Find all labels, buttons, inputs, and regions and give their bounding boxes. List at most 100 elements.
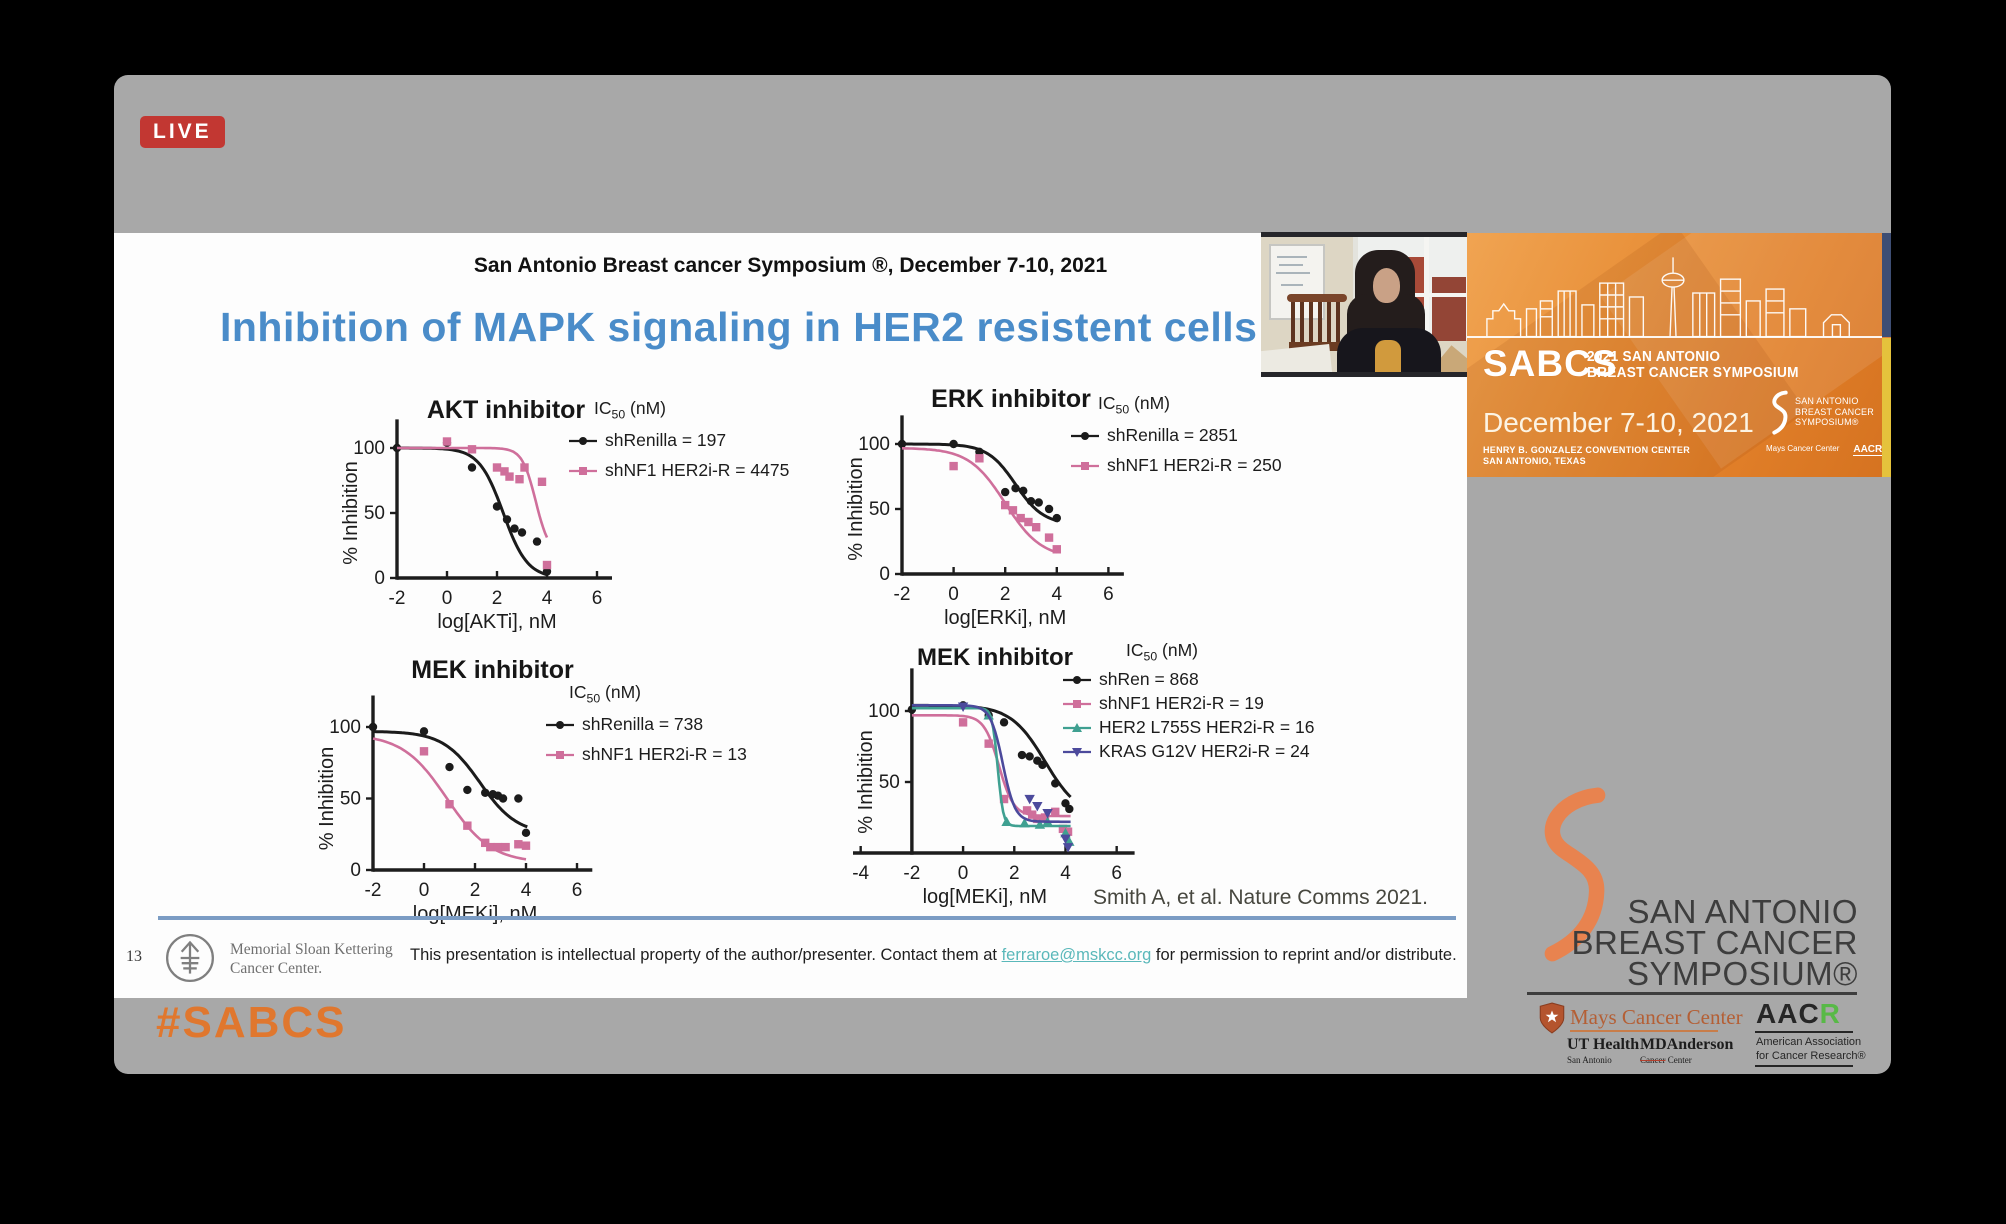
svg-text:-2: -2 xyxy=(365,880,382,901)
legend-label: shRen = 868 xyxy=(1099,669,1199,689)
mays-shield-icon xyxy=(1539,1002,1565,1034)
legend-marker-icon xyxy=(546,750,574,759)
svg-text:2: 2 xyxy=(492,588,503,609)
banner-yellow-strip xyxy=(1882,338,1891,477)
svg-text:0: 0 xyxy=(442,588,453,609)
ut-health-sub: San Antonio xyxy=(1567,1055,1612,1065)
chart-mek-inhibitor-right: MEK inhibitor -4 -2 0 2 4 6 50 100 log[MEKi], nM%… xyxy=(840,630,1420,910)
md-anderson-rest: Center xyxy=(1665,1055,1692,1065)
mini-aacr-logo: AACR xyxy=(1853,444,1883,456)
page-number: 13 xyxy=(126,948,142,965)
live-badge: LIVE xyxy=(140,116,225,148)
presenter-face xyxy=(1373,268,1400,303)
banner-navy-strip xyxy=(1882,233,1891,337)
chart-title: AKT inhibitor xyxy=(426,396,586,424)
svg-text:50: 50 xyxy=(340,789,361,810)
sabcs-logotype: SAN ANTONIO BREAST CANCER SYMPOSIUM® xyxy=(1550,893,1858,992)
legend-marker-icon xyxy=(1071,461,1099,470)
svg-text:-2: -2 xyxy=(389,588,406,609)
mays-cancer-center-logo: Mays Cancer Center xyxy=(1570,1005,1743,1029)
logo-block-divider xyxy=(1527,992,1857,995)
md-anderson-struck-word: Cancer xyxy=(1640,1055,1666,1065)
legend-label: shNF1 HER2i-R = 250 xyxy=(1107,455,1282,475)
legend-label: shNF1 HER2i-R = 4475 xyxy=(605,460,790,480)
svg-text:0: 0 xyxy=(374,568,385,589)
sabcs-wordmark: SABCS xyxy=(1483,343,1618,384)
banner-tagline-line1: 2021 SAN ANTONIO xyxy=(1587,349,1721,365)
legend-title: IC50 (nM) xyxy=(1126,640,1198,664)
msk-logo-icon xyxy=(166,934,214,982)
svg-text:-2: -2 xyxy=(903,863,920,884)
chart-legend: IC50 (nM) shRenilla = 197 shNF1 HER2i-R = … xyxy=(568,398,789,488)
legend-entry: shNF1 HER2i-R = 4475 xyxy=(568,458,789,484)
svg-text:4: 4 xyxy=(542,588,553,609)
chart-mek-inhibitor-left: MEK inhibitor -2 0 2 4 6 0 50 100 log[MEKi], nM% … xyxy=(300,652,880,932)
svg-text:100: 100 xyxy=(858,434,890,455)
svg-text:100: 100 xyxy=(329,717,361,738)
sabcs-logotype-line3: SYMPOSIUM® xyxy=(1626,955,1858,992)
svg-text:50: 50 xyxy=(364,503,385,524)
legend-entry: shRenilla = 197 xyxy=(568,428,789,454)
legend-label: HER2 L755S HER2i-R = 16 xyxy=(1099,717,1315,737)
banner-tagline: 2021 SAN ANTONIO BREAST CANCER SYMPOSIUM xyxy=(1587,349,1799,381)
svg-text:0: 0 xyxy=(958,863,969,884)
sabcs-logotype-line2: BREAST CANCER xyxy=(1571,924,1858,961)
contact-email-link[interactable]: ferraroe@mskcc.org xyxy=(1001,946,1152,964)
legend-marker-icon xyxy=(1063,722,1091,732)
webcam-top-bar xyxy=(1261,232,1467,237)
md-anderson-sub: Cancer Center xyxy=(1640,1055,1692,1065)
legend-title: IC50 (nM) xyxy=(569,682,641,706)
legend-label: shNF1 HER2i-R = 19 xyxy=(1099,693,1264,713)
legend-entry: shRenilla = 2851 xyxy=(1070,423,1282,449)
legend-entry: shNF1 HER2i-R = 13 xyxy=(545,742,747,768)
ip-notice: This presentation is intellectual proper… xyxy=(410,946,1457,965)
mays-underline xyxy=(1570,1030,1718,1032)
ribbon-icon-small xyxy=(1772,390,1788,435)
svg-text:2: 2 xyxy=(1009,863,1020,884)
legend-marker-icon xyxy=(569,466,597,475)
svg-text:50: 50 xyxy=(879,772,900,793)
mini-logo-line1: SAN ANTONIO xyxy=(1795,396,1859,406)
chart-plot: -4 -2 0 2 4 6 50 100 log[MEKi], nM % Inhibition xyxy=(852,668,1135,908)
legend-entry: shRenilla = 738 xyxy=(545,712,747,738)
legend-entry: shRen = 868 xyxy=(1062,669,1314,690)
svg-text:% Inhibition: % Inhibition xyxy=(855,730,877,833)
svg-text:log[ERKi], nM: log[ERKi], nM xyxy=(944,607,1066,629)
banner-dates: December 7-10, 2021 xyxy=(1483,407,1754,438)
chart-legend: IC50 (nM) shRenilla = 738 shNF1 HER2i-R = … xyxy=(545,682,747,772)
chart-title: MEK inhibitor xyxy=(411,656,574,684)
legend-title: IC50 (nM) xyxy=(1098,393,1170,417)
svg-text:6: 6 xyxy=(1111,863,1122,884)
svg-text:4: 4 xyxy=(1060,863,1071,884)
svg-text:100: 100 xyxy=(868,701,900,722)
svg-text:0: 0 xyxy=(350,860,361,881)
footer-divider-line xyxy=(158,916,1456,920)
slide-title: Inhibition of MAPK signaling in HER2 res… xyxy=(220,304,1258,350)
legend-marker-icon xyxy=(546,720,574,729)
sabcs-hashtag: #SABCS xyxy=(156,998,347,1047)
banner-venue: HENRY B. GONZALEZ CONVENTION CENTER SAN … xyxy=(1483,445,1690,467)
presentation-slide xyxy=(114,233,1467,998)
svg-text:log[AKTi], nM: log[AKTi], nM xyxy=(437,611,556,633)
legend-entry: shNF1 HER2i-R = 19 xyxy=(1062,693,1314,714)
svg-text:0: 0 xyxy=(419,880,430,901)
sabcs-logotype-line1: SAN ANTONIO xyxy=(1627,893,1858,930)
mini-logo-line2: BREAST CANCER xyxy=(1795,406,1874,417)
svg-text:-2: -2 xyxy=(894,584,911,605)
legend-entry: shNF1 HER2i-R = 250 xyxy=(1070,453,1282,479)
svg-text:log[MEKi], nM: log[MEKi], nM xyxy=(413,903,537,925)
sabcs-ribbon-icon xyxy=(1544,787,1606,962)
sabcs-banner: SABCS 2021 SAN ANTONIO BREAST CANCER SYM… xyxy=(1467,233,1891,477)
banner-mini-logo-text: SAN ANTONIO BREAST CANCER SYMPOSIUM® xyxy=(1795,396,1874,428)
legend-entry: HER2 L755S HER2i-R = 16 xyxy=(1062,717,1315,738)
presenter-top xyxy=(1375,340,1401,377)
svg-text:6: 6 xyxy=(592,588,603,609)
legend-label: shRenilla = 738 xyxy=(582,714,704,734)
aacr-subtitle-line2: for Cancer Research® xyxy=(1756,1050,1866,1062)
whiteboard xyxy=(1269,244,1325,320)
mini-logo-line3: SYMPOSIUM® xyxy=(1795,417,1859,427)
webcam-video[interactable] xyxy=(1261,232,1467,377)
banner-rule xyxy=(1467,336,1882,338)
